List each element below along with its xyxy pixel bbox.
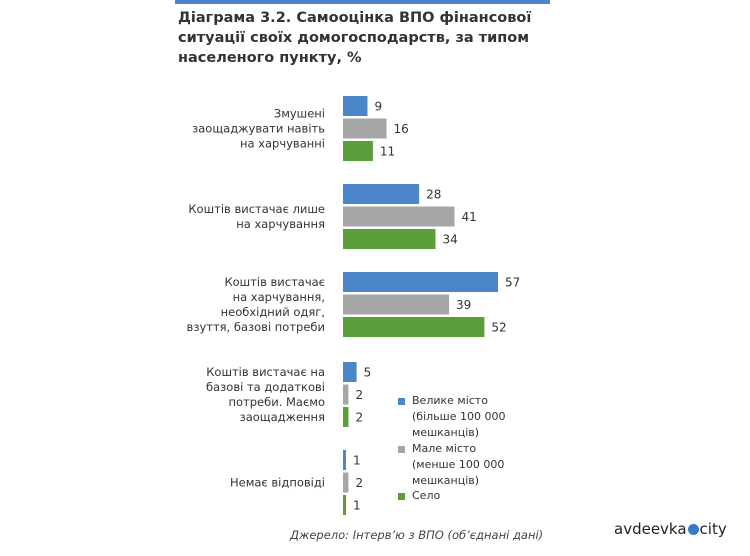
bar-large-city-category-5 [343,450,346,470]
value-label-village-category-3: 52 [491,321,506,335]
value-label-village-category-1: 11 [380,145,395,159]
bar-small-city-category-3 [343,294,450,315]
value-label-small-city-category-4: 2 [355,388,363,402]
globe-icon [687,524,699,535]
category-label-2-line-1: Коштів вистачає лише [188,202,325,216]
chart-title-line-3: населеного пункту, % [178,50,362,66]
category-label-3-line-2: на харчування, [233,290,325,304]
category-label-4-line-1: Коштів вистачає на [206,365,325,379]
legend-label-small-city-line-3: мешканців) [412,474,480,487]
bar-large-city-category-2 [343,184,420,204]
category-label-4-line-2: базові та додаткові [206,380,325,394]
value-label-small-city-category-3: 39 [456,298,471,312]
chart-title-line-1: Діаграма 3.2. Самооцінка ВПО фінансової [178,10,532,26]
bar-small-city-category-2 [343,206,455,227]
watermark-text-left: avdeevka [614,520,687,538]
value-label-large-city-category-4: 5 [364,366,372,380]
value-label-small-city-category-5: 2 [355,476,363,490]
category-label-2-line-2: на харчування [236,217,325,231]
value-label-large-city-category-2: 28 [426,188,441,202]
category-label-1-line-1: Змушені [274,107,325,121]
category-label-1-line-2: заощаджувати навіть [192,122,325,136]
source-note: Джерело: Інтерв’ю з ВПО (об’єднані дані) [290,528,544,542]
bar-village-category-1 [343,141,373,161]
legend-label-small-city-line-1: Мале місто [412,442,477,455]
category-label-3-line-3: необхідний одяг, [221,305,325,319]
legend-swatch-village [398,493,405,500]
bar-village-category-3 [343,317,485,337]
legend-label-village: Село [412,489,441,502]
site-watermark: avdeevka city [614,520,727,538]
value-label-large-city-category-5: 1 [353,454,361,468]
legend-label-small-city-line-2: (менше 100 000 [412,458,505,471]
category-label-3-line-1: Коштів вистачає [224,275,325,289]
category-label-3-line-4: взуття, базові потреби [187,320,325,334]
category-label-5-line-1: Немає відповіді [230,476,325,490]
value-label-large-city-category-1: 9 [374,100,382,114]
top-accent-strip [175,0,550,4]
category-label-4-line-3: потреби. Маємо [229,395,326,409]
value-label-large-city-category-3: 57 [505,276,520,290]
bar-large-city-category-3 [343,272,498,292]
watermark-text-right: city [699,520,727,538]
bar-large-city-category-1 [343,96,368,116]
bar-large-city-category-4 [343,362,357,382]
value-label-village-category-4: 2 [355,411,363,425]
legend-swatch-small-city [398,446,405,453]
bar-village-category-2 [343,229,436,249]
value-label-small-city-category-1: 16 [394,122,409,136]
category-label-1-line-3: на харчуванні [240,137,325,151]
bar-small-city-category-5 [343,472,349,493]
bar-village-category-4 [343,407,349,427]
legend-swatch-large-city [398,398,405,405]
bar-village-category-5 [343,495,346,515]
chart-title-line-2: ситуації своїх домогосподарств, за типом [178,30,530,46]
legend-label-large-city-line-1: Велике місто [412,394,488,407]
legend-label-large-city-line-2: (більше 100 000 [412,410,506,423]
category-label-4-line-4: заощадження [240,410,325,424]
bar-small-city-category-1 [343,118,387,139]
value-label-village-category-5: 1 [353,499,361,513]
legend-label-large-city-line-3: мешканців) [412,426,480,439]
value-label-village-category-2: 34 [442,233,457,247]
bar-small-city-category-4 [343,384,349,405]
value-label-small-city-category-2: 41 [461,210,476,224]
